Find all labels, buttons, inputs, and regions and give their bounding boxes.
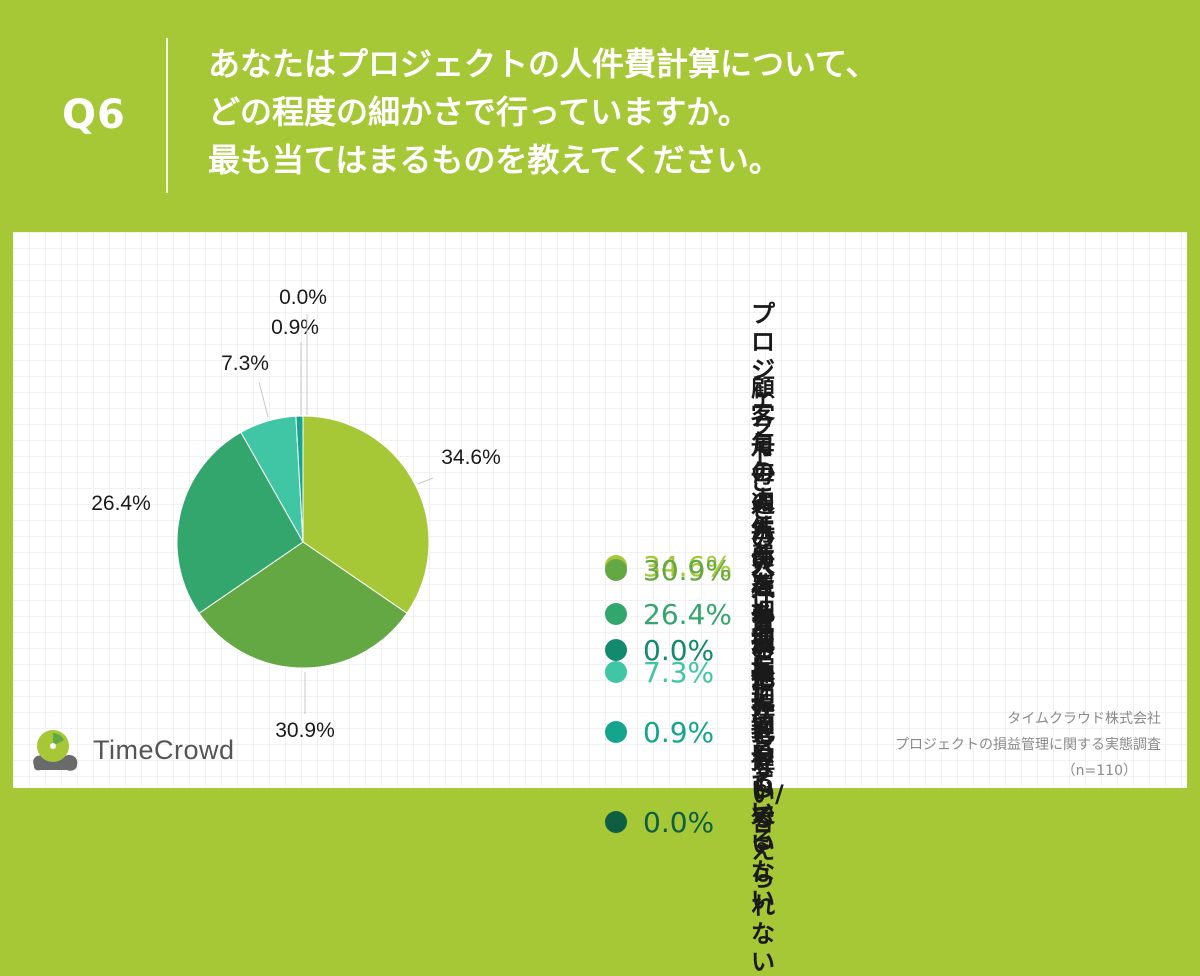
legend-color-dot	[605, 811, 627, 833]
question-line: どの程度の細かさで行っていますか。	[208, 93, 750, 131]
question-line: 最も当てはまるものを教えてください。	[208, 141, 781, 179]
legend-color-dot	[605, 603, 627, 625]
pie-slice	[302, 415, 430, 614]
pie-data-label: 26.4%	[91, 492, 151, 515]
legend-item: 0.0% その他	[605, 608, 775, 692]
pie-data-label: 30.9%	[275, 719, 335, 742]
legend-percent: 7.3%	[643, 655, 715, 689]
question-line: あなたはプロジェクトの人件費計算について、	[208, 45, 878, 83]
legend-color-dot	[605, 721, 627, 743]
company-name: タイムクラウド株式会社	[1007, 711, 1161, 727]
sample-size: （n=110）	[1061, 763, 1137, 779]
pie-data-label: 0.0%	[279, 286, 327, 309]
legend-color-dot	[605, 661, 627, 683]
leader-line	[258, 381, 269, 418]
legend-percent: 30.9%	[643, 553, 732, 587]
timecrowd-logo: TimeCrowd	[27, 722, 235, 778]
pie-slice	[176, 431, 304, 614]
legend-percent: 0.0%	[643, 805, 715, 839]
legend-percent: 0.9%	[643, 715, 715, 749]
legend-label-line: 月毎の人件費を把握している	[751, 432, 775, 796]
logo-text: TimeCrowd	[93, 734, 235, 765]
chart-panel: 34.6% 30.9% 26.4% 7.3% 0.9% 0.0% 34.6% プロジェクトご…	[13, 232, 1187, 976]
legend-label: その他	[751, 608, 775, 692]
legend-label-line: わからない/答えられない	[751, 668, 784, 976]
legend-item: 26.4% 月毎の人件費を把握している	[605, 432, 775, 796]
legend-item: 30.9% 顧客毎の人件費を把握している	[605, 374, 775, 766]
survey-name: プロジェクトの損益管理に関する実態調査	[895, 737, 1161, 753]
legend-label: わからない/答えられない	[751, 668, 784, 976]
leader-line	[417, 477, 434, 485]
pie-data-label: 0.9%	[271, 316, 319, 339]
legend-percent: 0.0%	[643, 633, 715, 667]
pie-data-label: 34.6%	[441, 446, 501, 469]
legend-label: 月毎の人件費を把握している	[751, 432, 775, 796]
pie-slice	[295, 415, 304, 543]
question-text: あなたはプロジェクトの人件費計算について、 どの程度の細かさで行っていますか。 …	[208, 40, 877, 184]
legend-label-line: プロジェクトごとの人件費を	[751, 300, 775, 664]
legend-label: 顧客毎の人件費を把握している	[751, 374, 775, 766]
question-divider	[166, 38, 168, 193]
legend-label-line: その他	[751, 608, 775, 692]
legend-color-dot	[605, 639, 627, 661]
pie-chart: 34.6% 30.9% 26.4% 7.3%0.9% 0.0%	[91, 286, 501, 742]
legend-label-line: 顧客毎の人件費を把握している	[751, 374, 775, 766]
timecrowd-logo-icon	[33, 730, 78, 771]
legend-percent: 26.4%	[643, 597, 732, 631]
question-label: Q6	[62, 92, 126, 138]
legend-color-dot	[605, 559, 627, 581]
pie-slice	[198, 541, 408, 669]
survey-footer: タイムクラウド株式会社 プロジェクトの損益管理に関する実態調査 （n=110）	[895, 706, 1161, 784]
legend-percent: 34.6%	[643, 549, 732, 583]
pie-data-label: 7.3%	[221, 352, 269, 375]
legend-item: 0.0% わからない/答えられない	[605, 668, 784, 976]
